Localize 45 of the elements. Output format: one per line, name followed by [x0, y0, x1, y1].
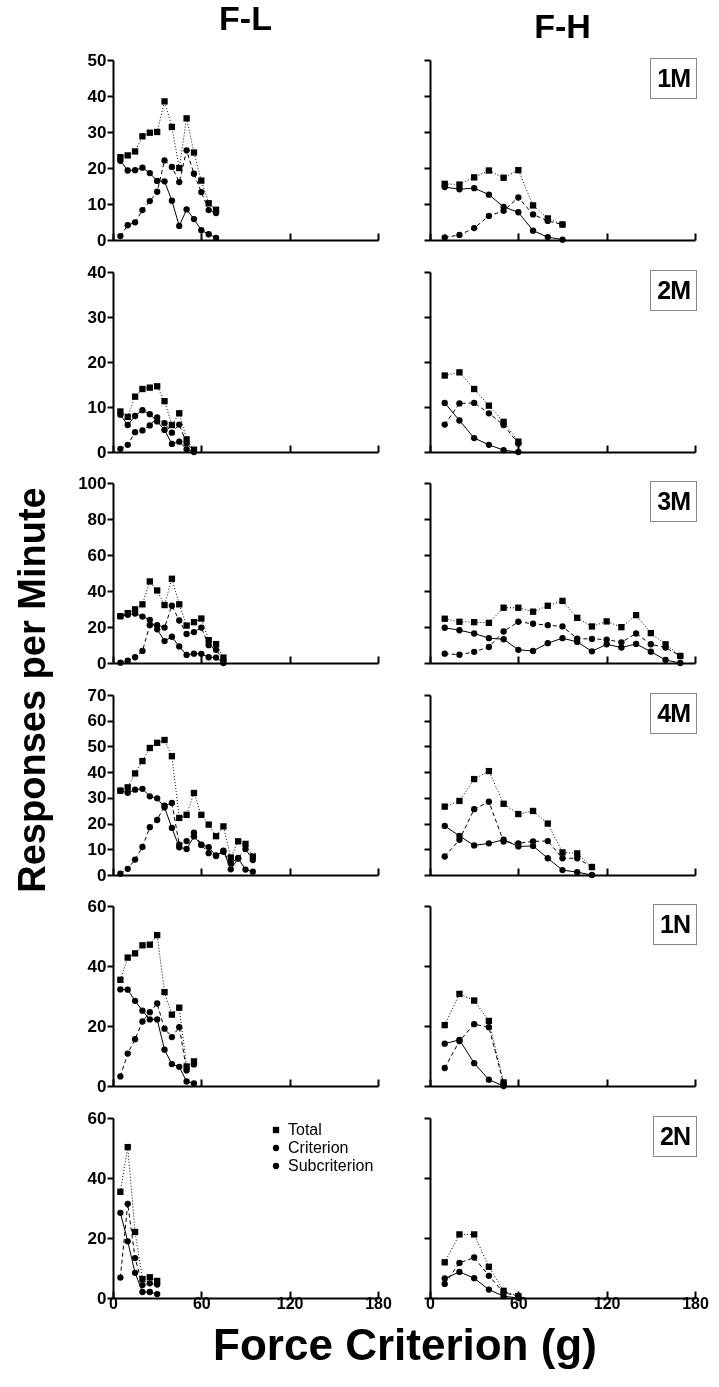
- y-axis-title: Responses per Minute: [10, 487, 54, 893]
- y-tick-label: 20: [87, 813, 107, 833]
- y-tick-label: 10: [87, 839, 107, 859]
- y-tick-label: 70: [87, 685, 107, 705]
- y-tick-label: 10: [87, 194, 107, 214]
- y-tick-label: 30: [87, 788, 107, 808]
- y-tick-label: 40: [87, 581, 107, 601]
- y-tick-label: 60: [87, 711, 107, 731]
- y-tick-label: 20: [87, 617, 107, 637]
- y-tick-label: 60: [87, 1108, 107, 1128]
- y-tick-label: 30: [87, 307, 107, 327]
- y-tick-label: 50: [87, 736, 107, 756]
- y-tick-label: 10: [87, 397, 107, 417]
- annotation: 1N: [653, 904, 697, 946]
- annotation: 2M: [650, 269, 697, 311]
- y-tick-label: 0: [97, 653, 107, 673]
- y-tick-label: 60: [87, 896, 107, 916]
- y-tick-label: 100: [78, 473, 107, 493]
- y-tick-label: 80: [87, 509, 107, 529]
- y-tick-label: 20: [87, 1016, 107, 1036]
- y-tick-label: 0: [97, 1076, 107, 1096]
- y-tick-label: 20: [87, 158, 107, 178]
- y-tick-label: 20: [87, 1228, 107, 1248]
- y-tick-label: 40: [87, 262, 107, 282]
- y-tick-label: 20: [87, 352, 107, 372]
- chart-title: F-H: [534, 7, 591, 45]
- x-axis-title: Force Criterion (g): [213, 1320, 597, 1370]
- chart-title: F-L: [219, 0, 272, 37]
- legend-label: Subcriterion: [288, 1157, 374, 1174]
- y-tick-label: 40: [87, 762, 107, 782]
- y-tick-label: 40: [87, 86, 107, 106]
- annotation: 2N: [653, 1116, 697, 1157]
- y-tick-label: 50: [87, 50, 107, 70]
- y-tick-label: 40: [87, 1168, 107, 1188]
- y-tick-label: 0: [97, 865, 107, 885]
- legend-label: Criterion: [288, 1139, 349, 1156]
- annotation: 4M: [650, 692, 697, 734]
- y-tick-label: 30: [87, 122, 107, 142]
- y-tick-label: 0: [97, 442, 107, 462]
- y-tick-label: 0: [97, 230, 107, 250]
- y-tick-label: 40: [87, 956, 107, 976]
- annotation: 3M: [650, 481, 697, 523]
- legend-label: Total: [288, 1121, 322, 1138]
- annotation: 1M: [650, 58, 697, 99]
- y-tick-label: 60: [87, 545, 107, 565]
